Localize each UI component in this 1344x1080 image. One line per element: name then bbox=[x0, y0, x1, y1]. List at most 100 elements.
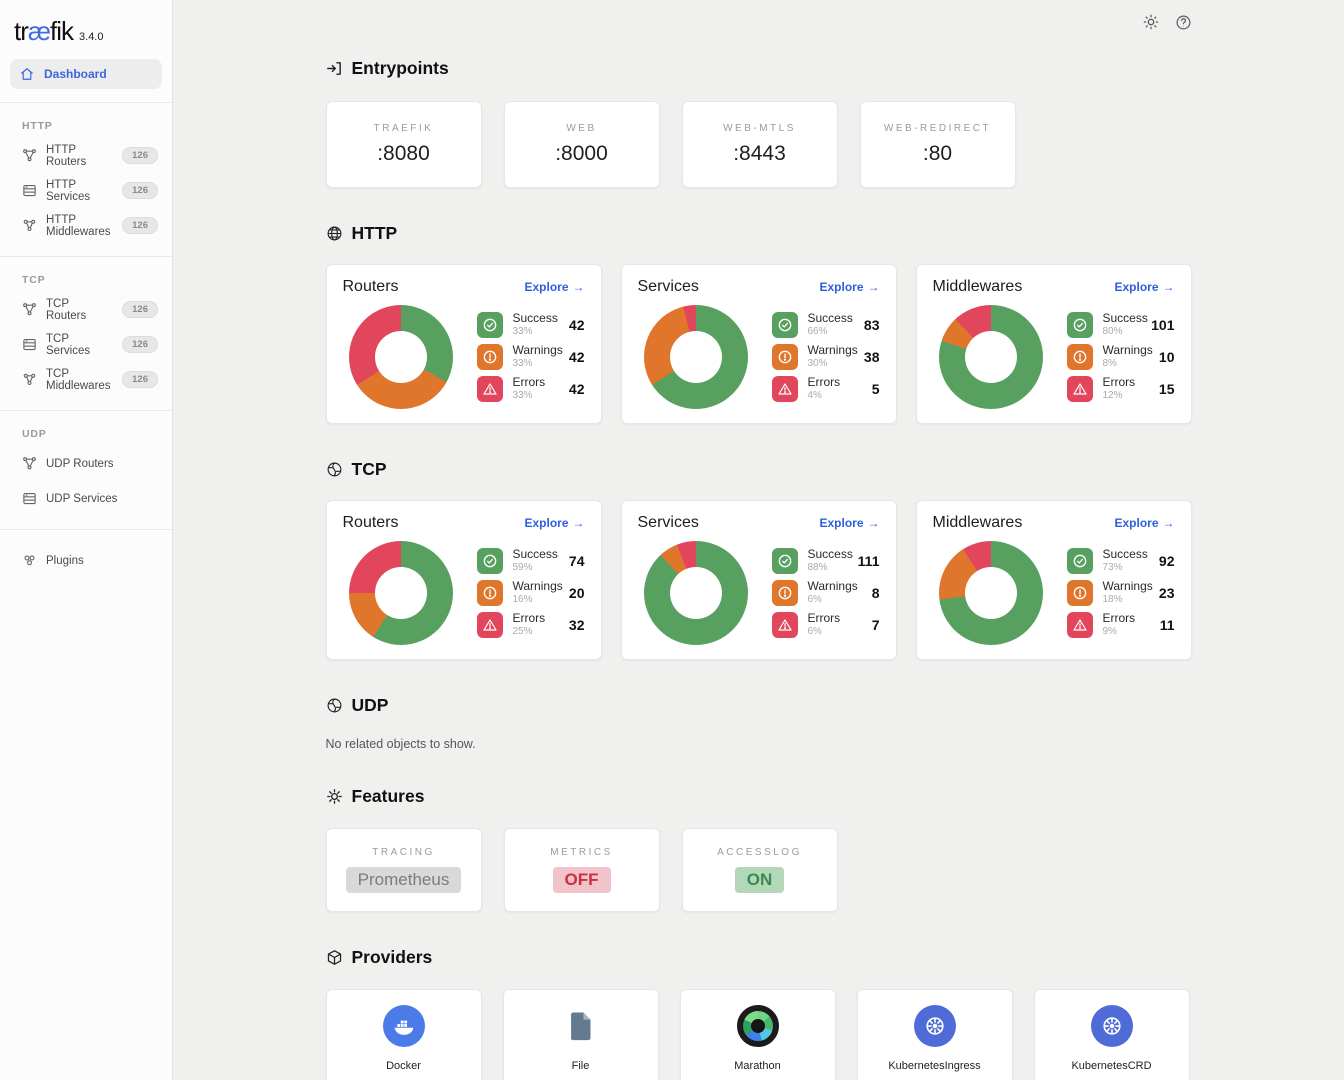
http-services-card: Services Explore → Success 66% 83 Warning bbox=[620, 264, 897, 424]
globe-icon bbox=[326, 461, 343, 478]
explore-link[interactable]: Explore → bbox=[819, 516, 880, 530]
donut-chart bbox=[643, 541, 748, 645]
stat-count: 20 bbox=[568, 585, 585, 601]
warning-exclamation-icon bbox=[1066, 344, 1093, 370]
provider-card-file: File bbox=[502, 989, 659, 1080]
feature-label: METRICS bbox=[550, 847, 613, 858]
warning-exclamation-icon bbox=[476, 344, 503, 370]
sidebar-item-tcp-routers[interactable]: TCP Routers 126 bbox=[0, 292, 172, 327]
middlewares-icon bbox=[22, 218, 37, 233]
udp-empty-text: No related objects to show. bbox=[325, 737, 476, 751]
donut-chart bbox=[938, 541, 1043, 645]
entrypoint-card-traefik: TRAEFIK :8080 bbox=[325, 101, 482, 188]
feature-value-chip: ON bbox=[734, 867, 785, 893]
entrypoints-icon bbox=[326, 60, 343, 77]
theme-toggle-sun-icon[interactable] bbox=[1143, 14, 1159, 36]
udp-heading: UDP bbox=[326, 695, 1192, 716]
gear-icon bbox=[326, 788, 343, 805]
success-check-icon bbox=[771, 312, 798, 338]
divider bbox=[0, 410, 172, 411]
feature-value-chip: OFF bbox=[552, 867, 611, 893]
provider-card-docker: Docker bbox=[325, 989, 482, 1080]
stat-warnings-row: Warnings 18% 23 bbox=[1066, 580, 1175, 606]
help-question-icon[interactable] bbox=[1175, 14, 1192, 36]
stat-errors-row: Errors 12% 15 bbox=[1066, 376, 1175, 402]
stat-errors-row: Errors 25% 32 bbox=[476, 612, 585, 638]
entrypoint-port: :8080 bbox=[377, 142, 430, 165]
package-box-icon bbox=[326, 949, 343, 966]
donut-chart bbox=[643, 305, 748, 409]
arrow-right-icon: → bbox=[572, 280, 585, 294]
provider-label: KubernetesCRD bbox=[1071, 1060, 1152, 1072]
explore-link[interactable]: Explore → bbox=[819, 280, 880, 294]
stat-errors-row: Errors 9% 11 bbox=[1066, 612, 1175, 638]
sidebar-item-label: Plugins bbox=[46, 554, 84, 567]
globe-icon bbox=[326, 225, 343, 242]
sidebar-item-plugins[interactable]: Plugins bbox=[0, 543, 172, 578]
sidebar-item-label: UDP Services bbox=[46, 492, 118, 505]
features-grid: TRACING Prometheus METRICS OFF ACCESSLOG… bbox=[325, 828, 1192, 912]
stat-count: 83 bbox=[863, 317, 880, 333]
stat-count: 101 bbox=[1151, 317, 1175, 333]
feature-card-accesslog: ACCESSLOG ON bbox=[681, 828, 838, 912]
sidebar-item-label: TCP Routers bbox=[46, 297, 87, 322]
stat-count: 15 bbox=[1158, 381, 1175, 397]
explore-link[interactable]: Explore → bbox=[1114, 280, 1175, 294]
sidebar-item-tcp-middlewares[interactable]: TCP Middlewares 126 bbox=[0, 362, 172, 397]
routers-icon bbox=[22, 148, 37, 163]
docker-icon bbox=[382, 1005, 425, 1047]
entrypoint-card-web-mtls: WEB-MTLS :8443 bbox=[681, 101, 838, 188]
provider-label: Docker bbox=[386, 1060, 421, 1072]
sidebar-item-http-middlewares[interactable]: HTTP Middlewares 126 bbox=[0, 208, 172, 243]
entrypoint-card-web-redirect: WEB-REDIRECT :80 bbox=[859, 101, 1016, 188]
warning-exclamation-icon bbox=[771, 344, 798, 370]
donut-chart bbox=[348, 541, 453, 645]
stat-count: 7 bbox=[871, 617, 880, 633]
providers-grid: Docker File Marathon KubernetesIngress bbox=[325, 989, 1192, 1080]
stat-count: 42 bbox=[568, 349, 585, 365]
provider-card-kubernetes-crd: KubernetesCRD bbox=[1033, 989, 1190, 1080]
feature-value-chip: Prometheus bbox=[345, 867, 462, 893]
feature-card-metrics: METRICS OFF bbox=[503, 828, 660, 912]
sidebar-item-dashboard[interactable]: Dashboard bbox=[10, 59, 162, 89]
stat-errors-row: Errors 4% 5 bbox=[771, 376, 880, 402]
routers-icon bbox=[22, 302, 37, 317]
donut-chart bbox=[938, 305, 1043, 409]
entrypoint-name: TRAEFIK bbox=[373, 123, 434, 134]
services-icon bbox=[22, 183, 37, 198]
stat-success-row: Success 88% 111 bbox=[771, 548, 880, 574]
stat-count: 23 bbox=[1158, 585, 1175, 601]
count-badge: 126 bbox=[122, 301, 158, 318]
explore-link[interactable]: Explore → bbox=[524, 516, 585, 530]
home-icon bbox=[20, 67, 34, 81]
divider bbox=[0, 102, 172, 103]
sidebar-item-udp-services[interactable]: UDP Services bbox=[0, 481, 172, 516]
entrypoint-card-web: WEB :8000 bbox=[503, 101, 660, 188]
entrypoints-heading: Entrypoints bbox=[326, 58, 1192, 79]
count-badge: 126 bbox=[122, 217, 158, 234]
sidebar-item-tcp-services[interactable]: TCP Services 126 bbox=[0, 327, 172, 362]
feature-label: ACCESSLOG bbox=[717, 847, 802, 858]
sidebar-item-http-routers[interactable]: HTTP Routers 126 bbox=[0, 138, 172, 173]
error-triangle-icon bbox=[771, 376, 798, 402]
stat-errors-row: Errors 6% 7 bbox=[771, 612, 880, 638]
entrypoint-port: :8000 bbox=[555, 142, 608, 165]
sidebar-item-label: UDP Routers bbox=[46, 457, 114, 470]
card-title: Routers bbox=[342, 278, 399, 295]
error-triangle-icon bbox=[476, 376, 503, 402]
success-check-icon bbox=[1066, 312, 1093, 338]
card-title: Routers bbox=[342, 514, 399, 531]
explore-link[interactable]: Explore → bbox=[1114, 516, 1175, 530]
entrypoint-port: :8443 bbox=[733, 142, 786, 165]
sidebar-item-http-services[interactable]: HTTP Services 126 bbox=[0, 173, 172, 208]
http-middlewares-card: Middlewares Explore → Success 80% 101 War bbox=[915, 264, 1192, 424]
stat-warnings-row: Warnings 8% 10 bbox=[1066, 344, 1175, 370]
tcp-cards: Routers Explore → Success 59% 74 Warnings bbox=[325, 500, 1192, 660]
services-icon bbox=[22, 491, 37, 506]
error-triangle-icon bbox=[1066, 376, 1093, 402]
sidebar-item-udp-routers[interactable]: UDP Routers bbox=[0, 446, 172, 481]
card-title: Services bbox=[637, 278, 699, 295]
tcp-middlewares-card: Middlewares Explore → Success 73% 92 Warn bbox=[915, 500, 1192, 660]
entrypoint-port: :80 bbox=[922, 142, 953, 165]
explore-link[interactable]: Explore → bbox=[524, 280, 585, 294]
